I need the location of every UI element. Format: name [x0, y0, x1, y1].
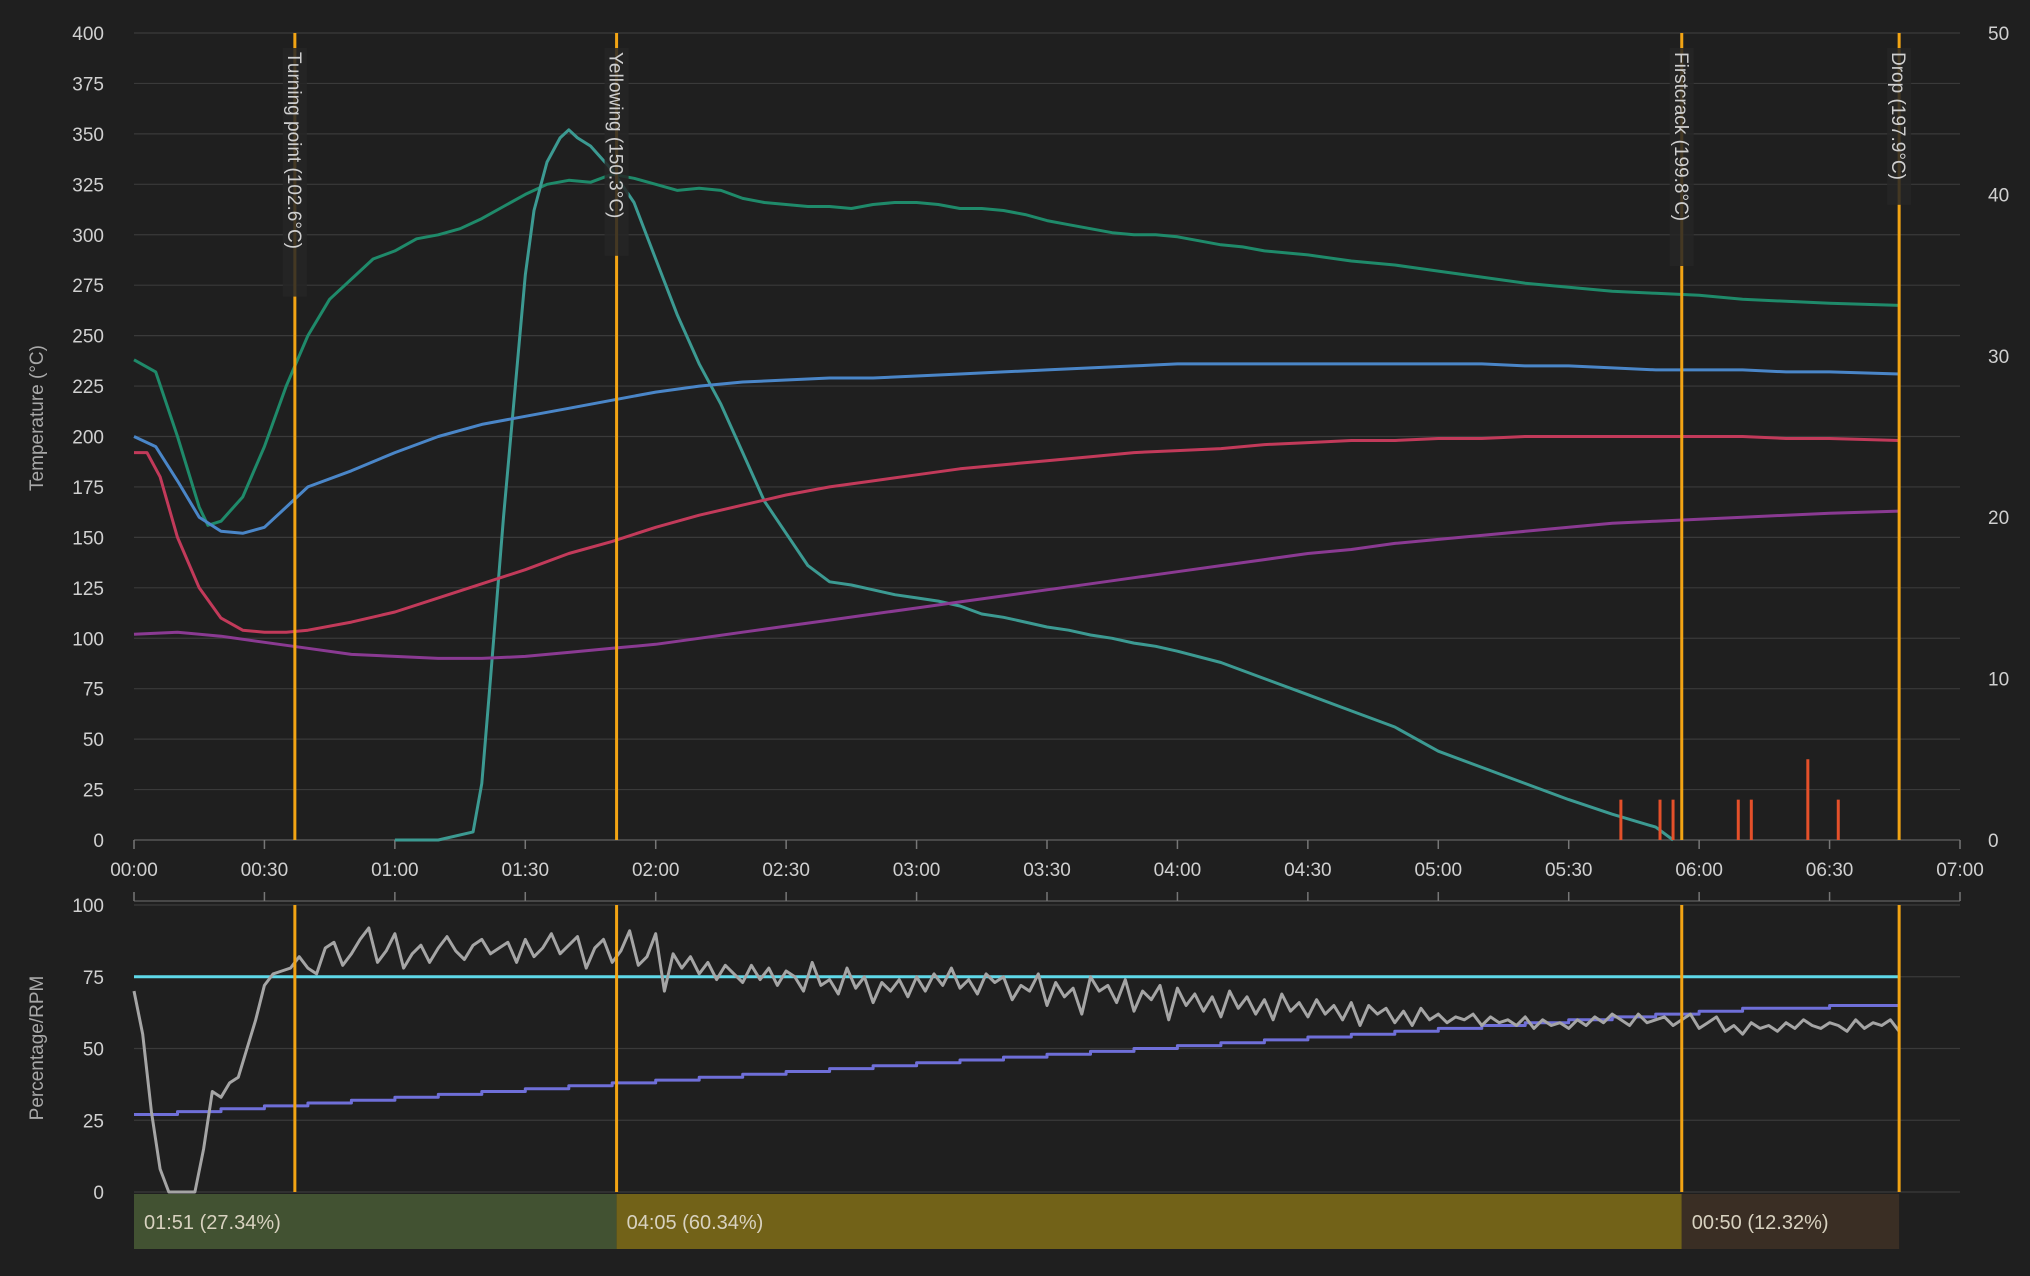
event-label-backdrop: [1669, 48, 1694, 266]
x-tick-label: 04:00: [1154, 860, 1202, 881]
bottom-y-tick-label: 0: [93, 1183, 104, 1204]
event-label: Drop (197.9°C): [1887, 52, 1908, 180]
top-y-tick-label: 50: [83, 730, 104, 751]
bottom-y-tick-label: 100: [72, 896, 104, 917]
top-axis-ticks-left: 0 25 50 75 100 125 150 175 200 225 250 275 300 325 350…: [72, 24, 104, 852]
top-y2-tick-label: 10: [1988, 670, 2009, 691]
top-y-tick-label: 250: [72, 327, 104, 348]
x-tick-label: 02:00: [632, 860, 680, 881]
event-markers: Turning point (102.6°C) Yellowing (150.3°…: [282, 33, 1912, 1192]
phase-label: 04:05 (60.34%): [627, 1212, 764, 1234]
x-tick-label: 05:30: [1545, 860, 1593, 881]
event-label-backdrop: [282, 48, 307, 297]
phase-bar: 01:51 (27.34%) 04:05 (60.34%) 00:50 (12.32…: [134, 1194, 1900, 1249]
top-series-line: [133, 172, 1900, 527]
phase-segment: [1681, 1194, 1900, 1249]
top-y-tick-label: 225: [72, 377, 104, 398]
bottom-y-tick-label: 75: [83, 968, 104, 989]
top-y-tick-label: 300: [72, 226, 104, 247]
x-tick-label: 02:30: [762, 860, 810, 881]
bottom-y-tick-label: 25: [83, 1111, 104, 1132]
top-y-tick-label: 175: [72, 478, 104, 499]
bottom-y-tick-label: 50: [83, 1040, 104, 1061]
top-y-tick-label: 275: [72, 276, 104, 297]
top-y2-tick-label: 20: [1988, 508, 2009, 529]
top-y2-tick-label: 50: [1988, 24, 2009, 45]
top-series-line: [134, 435, 1900, 634]
event-label: Firstcrack (199.8°C): [1670, 52, 1691, 221]
top-y-tick-label: 25: [83, 781, 104, 802]
top-series-line: [133, 509, 1900, 660]
top-y-tick-label: 375: [72, 74, 104, 95]
x-tick-label: 00:00: [110, 860, 158, 881]
phase-segment: [134, 1194, 617, 1249]
x-axis-ticks: 00:00 00:30 01:00 01:30 02:00 02:30 03:00 03:30…: [110, 839, 1984, 902]
event-label-backdrop: [1887, 48, 1912, 205]
top-y2-tick-label: 30: [1988, 347, 2009, 368]
bottom-series: [132, 926, 1901, 1194]
x-tick-label: 04:30: [1284, 860, 1332, 881]
bottom-axis-ticks: 0 25 50 75 100: [72, 896, 104, 1204]
top-y-tick-label: 325: [72, 175, 104, 196]
top-y-tick-label: 0: [93, 831, 104, 852]
x-tick-label: 00:30: [241, 860, 289, 881]
phase-label: 01:51 (27.34%): [144, 1212, 281, 1234]
x-tick-label: 06:00: [1675, 860, 1723, 881]
top-y-tick-label: 125: [72, 579, 104, 600]
bottom-y-axis-label: Percentage/RPM: [27, 976, 48, 1121]
event-label: Yellowing (150.3°C): [605, 52, 626, 218]
top-y-tick-label: 150: [72, 528, 104, 549]
bottom-series-line: [132, 926, 1901, 1194]
top-y-tick-label: 100: [72, 629, 104, 650]
x-tick-label: 03:30: [1023, 860, 1071, 881]
phase-label: 00:50 (12.32%): [1692, 1212, 1829, 1234]
x-tick-label: 06:30: [1806, 860, 1854, 881]
event-label: Turning point (102.6°C): [283, 52, 304, 249]
bottom-series-line: [134, 1004, 1900, 1116]
flame-markers: [1619, 759, 1840, 840]
x-tick-label: 03:00: [893, 860, 941, 881]
top-axis-ticks-right: 0 10 20 30 40 50: [1988, 24, 2009, 852]
top-y-tick-label: 350: [72, 125, 104, 146]
event-label-backdrop: [604, 48, 629, 256]
top-y2-tick-label: 0: [1988, 831, 1999, 852]
phase-segment: [616, 1194, 1682, 1249]
x-tick-label: 05:00: [1415, 860, 1463, 881]
top-series-line: [394, 128, 1674, 842]
top-y-axis-label: Temperature (°C): [27, 345, 48, 491]
x-tick-label: 01:30: [502, 860, 550, 881]
top-y2-tick-label: 40: [1988, 185, 2009, 206]
top-y-tick-label: 400: [72, 24, 104, 45]
top-y-tick-label: 200: [72, 428, 104, 449]
x-tick-label: 01:00: [371, 860, 419, 881]
x-tick-label: 07:00: [1936, 860, 1984, 881]
top-y-tick-label: 75: [83, 680, 104, 701]
